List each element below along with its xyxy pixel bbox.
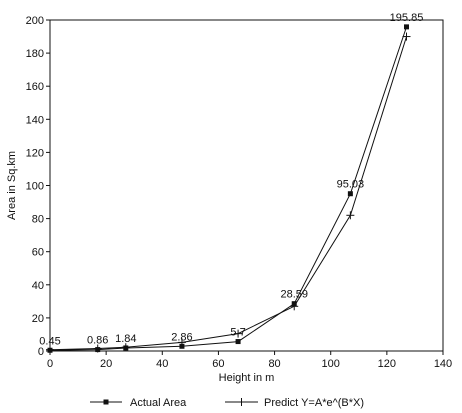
x-tick-label: 40: [156, 358, 168, 370]
legend-label-actual: Actual Area: [130, 397, 187, 409]
actual-area-point: [347, 191, 353, 197]
x-tick-label: 60: [212, 358, 224, 370]
data-label: 1.84: [115, 333, 136, 345]
actual-area-point: [235, 339, 241, 345]
predicted-area-point: [234, 329, 243, 338]
legend-label-predict: Predict Y=A*e^(B*X): [264, 397, 364, 409]
y-tick-label: 200: [26, 15, 44, 27]
x-tick-label: 120: [378, 358, 396, 370]
x-tick-label: 0: [47, 358, 53, 370]
predicted-area-point: [402, 32, 411, 41]
y-tick-label: 140: [26, 114, 44, 126]
legend: Actual Area Predict Y=A*e^(B*X): [90, 397, 364, 409]
x-axis-ticks: 0 20 40 60 80 100 120 140: [47, 351, 452, 370]
predicted-area-point: [177, 338, 186, 347]
y-tick-label: 160: [26, 81, 44, 93]
y-axis-title: Area in Sq.km: [6, 151, 18, 220]
predicted-area-point: [290, 302, 299, 311]
legend-marker-actual: [103, 399, 109, 405]
data-label: 5.7: [230, 327, 245, 339]
actual-area-point: [404, 24, 410, 30]
data-label: 28.59: [280, 289, 308, 301]
series-group: [46, 24, 411, 354]
plot-frame: [49, 19, 444, 352]
data-label: 0.86: [87, 335, 108, 347]
data-labels: 0.45 0.86 1.84 2.86 5.7 28.59 95.03 195.85: [39, 12, 423, 347]
data-label: 0.45: [39, 335, 60, 347]
plot-axes: [49, 19, 444, 352]
data-label: 2.86: [171, 331, 192, 343]
predicted-area-point: [346, 211, 355, 220]
x-tick-label: 20: [100, 358, 112, 370]
data-label: 195.85: [390, 12, 424, 24]
y-axis-ticks: 0 20 40 60 80 100 120 140 160 180 200: [26, 15, 50, 358]
x-tick-label: 100: [322, 358, 340, 370]
predicted-area-point: [93, 344, 102, 353]
x-axis-title: Height in m: [219, 372, 275, 384]
y-tick-label: 0: [38, 346, 44, 358]
y-tick-label: 80: [32, 214, 44, 226]
y-tick-label: 40: [32, 280, 44, 292]
y-tick-label: 120: [26, 147, 44, 159]
x-tick-label: 140: [434, 358, 452, 370]
y-tick-label: 60: [32, 247, 44, 259]
y-tick-label: 100: [26, 181, 44, 193]
actual-area-line: [49, 26, 407, 351]
y-tick-label: 20: [32, 313, 44, 325]
y-tick-label: 180: [26, 48, 44, 60]
predicted-area-point: [46, 345, 54, 354]
predicted-area-point: [121, 343, 130, 352]
x-tick-label: 80: [268, 358, 280, 370]
data-label: 95.03: [337, 179, 365, 191]
predicted-area-line: [49, 36, 407, 351]
